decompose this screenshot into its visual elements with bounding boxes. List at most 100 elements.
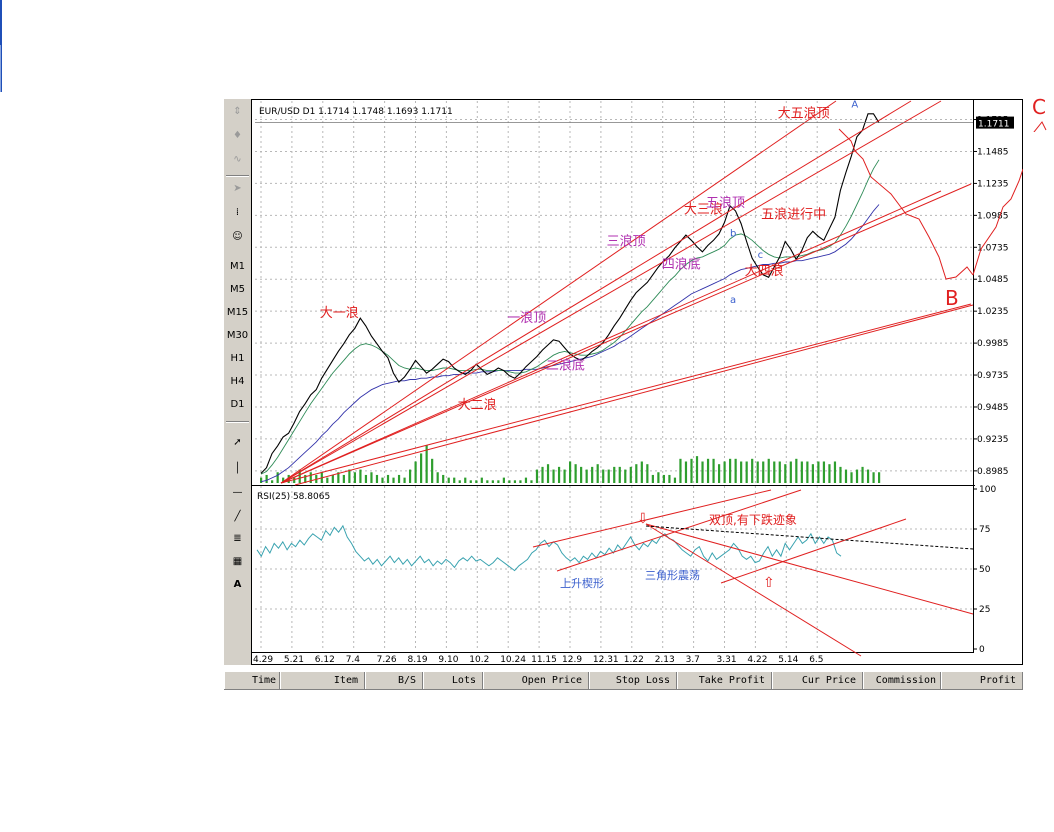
col-bs[interactable]: B/S [365,672,423,689]
vertical-line-icon[interactable]: │ [234,463,241,474]
period-m5-button[interactable]: M5 [230,284,245,295]
volume-bar [486,480,489,483]
arrow-right-icon[interactable]: ➤ [233,183,242,194]
price-tick-label: 1.0235 [977,307,1009,317]
col-lots[interactable]: Lots [423,672,483,689]
volume-bar [414,461,417,483]
volume-bar [353,472,357,483]
channel-icon[interactable]: ≣ [233,533,242,544]
volume-bar [751,458,754,483]
period-d1-button[interactable]: D1 [230,399,245,410]
price-tick-label: 0.9735 [977,371,1009,381]
pointer-icon[interactable]: ➚ [233,437,242,448]
time-tick-label: 10.24 [500,655,526,665]
price-tick-label: 1.0985 [977,211,1009,221]
col-cur-price[interactable]: Cur Price [772,672,863,689]
volume-bar [480,477,483,483]
indicators-icon[interactable]: ⁞ [235,207,240,218]
volume-bar [756,461,759,483]
volume-bar [613,466,616,483]
volume-bar [795,458,798,483]
line-chart-icon[interactable]: ∿ [233,154,242,165]
volume-bar [717,464,721,483]
col-time[interactable]: Time [224,672,280,689]
volume-bar [442,474,445,483]
rsi-trendline [532,489,772,548]
current-price-label: 1.1711 [978,120,1010,130]
volume-bar [822,461,826,483]
time-tick-label: 3.7 [686,655,700,665]
time-tick-label: 7.26 [377,655,397,665]
col-commission[interactable]: Commission [863,672,941,689]
price-tick-label: 0.9235 [977,435,1009,445]
wave-label: 五浪进行中 [761,208,826,223]
volume-bar [701,461,704,483]
projection-path [838,128,974,280]
wave-label: 大一浪 [320,306,359,321]
wave-label: 一浪顶 [507,311,546,326]
time-tick-label: 11.15 [531,655,557,665]
price-tick-label: 1.0735 [977,243,1009,253]
time-tick-label: 7.4 [346,655,361,665]
col-stop-loss[interactable]: Stop Loss [589,672,677,689]
col-item[interactable]: Item [280,672,365,689]
chart-border [251,99,1023,665]
wave-label: a [730,295,736,306]
trendline-icon[interactable]: ╱ [234,511,241,522]
volume-bar [607,469,610,483]
rsi-header: RSI(25) 58.8065 [257,492,330,502]
col-open-price[interactable]: Open Price [483,672,589,689]
volume-bar [425,445,428,483]
fan-trendline [280,100,942,484]
candle-icon[interactable]: ♦ [233,130,242,141]
volume-bar [745,461,748,483]
time-tick-label: 5.21 [284,655,304,665]
volume-bar [602,469,605,483]
rsi-label-wedge: 上升楔形 [560,577,604,590]
chart-header: EUR/USD D1 1.1714 1.1748 1.1693 1.1711 [259,107,453,117]
volume-bar [535,469,539,483]
volume-bar [844,469,848,483]
grid-icon[interactable]: ▦ [232,556,243,567]
volume-bar [767,458,770,483]
volume-bar [861,466,864,483]
price-tick-label: 0.9985 [977,339,1009,349]
rsi-label-double-top: 双顶,有下跌迹象 [709,512,797,527]
time-tick-label: 6.12 [315,655,335,665]
col-take-profit[interactable]: Take Profit [677,672,772,689]
volume-bar [596,464,599,483]
fan-trendline [280,190,942,484]
time-tick-label: 3.31 [717,655,737,665]
col-profit[interactable]: Profit [941,672,1023,689]
projection-tail [1033,121,1047,132]
volume-bar [723,461,726,483]
volume-bar [265,474,268,483]
volume-bar [420,453,423,483]
fan-trendline [280,183,972,484]
volume-bar [381,477,384,483]
horizontal-line-icon[interactable]: — [232,487,243,498]
volume-bar [304,474,307,483]
expert-icon[interactable]: ☺ [232,231,243,242]
period-m30-button[interactable]: M30 [226,330,249,341]
text-tool-icon[interactable]: A [233,579,242,590]
volume-bar [557,466,561,483]
chart-window[interactable]: 1.17351.14851.12351.09851.07351.04851.02… [251,99,1023,665]
window-edge-marker-light [0,45,1,92]
volume-bar [546,464,550,483]
volume-bar [431,458,434,483]
rsi-trendline [720,518,907,584]
volume-bar [359,469,362,483]
time-tick-label: 8.19 [408,655,428,665]
wave-label: 大五浪顶 [778,107,830,122]
period-m15-button[interactable]: M15 [226,307,249,318]
cursor-up-icon[interactable]: ⇕ [233,106,242,117]
wave-label: 大三浪 [684,202,723,217]
period-h1-button[interactable]: H1 [230,353,245,364]
projection-path-c [972,168,1023,276]
period-h4-button[interactable]: H4 [230,376,245,387]
time-tick-label: 4.29 [253,655,273,665]
volume-bar [403,477,406,483]
rsi-tick-label: 25 [979,605,990,615]
period-m1-button[interactable]: M1 [230,261,245,272]
